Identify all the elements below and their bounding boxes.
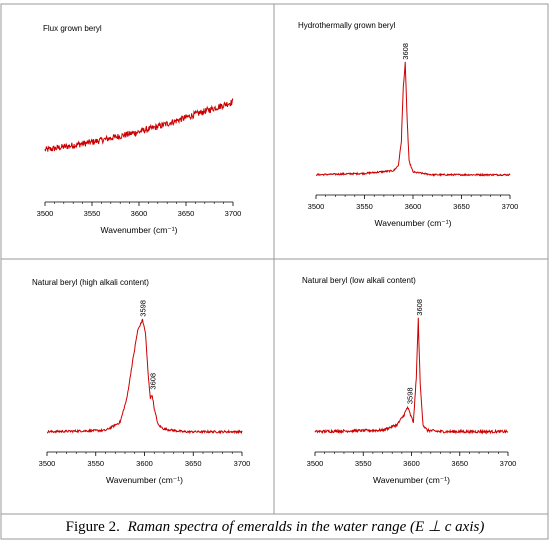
x-axis-label: Wavenumber (cm⁻¹)	[101, 225, 178, 235]
x-tick-label: 3600	[136, 459, 153, 468]
x-tick-label: 3550	[84, 209, 101, 218]
caption-label: Figure 2.	[66, 519, 120, 535]
x-tick-label: 3500	[37, 209, 54, 218]
peak-label: 3608	[415, 299, 424, 316]
x-tick-label: 3600	[131, 209, 148, 218]
x-tick-label: 3550	[356, 202, 373, 211]
x-tick-label: 3600	[405, 202, 422, 211]
x-axis-label: Wavenumber (cm⁻¹)	[375, 218, 452, 228]
panel-hydrothermal: Hydrothermally grown beryl 3500 3550 3600 36…	[298, 21, 518, 228]
peak-label: 3598	[406, 387, 415, 404]
panel-title: Flux grown beryl	[43, 24, 102, 33]
panel-title: Natural beryl (high alkali content)	[32, 278, 149, 287]
peak-label: 3608	[401, 43, 410, 60]
x-axis-label: Wavenumber (cm⁻¹)	[106, 475, 183, 485]
x-tick-label: 3650	[453, 202, 470, 211]
x-tick-label: 3500	[307, 459, 324, 468]
peak-label: 3608	[148, 373, 157, 390]
x-tick-label: 3700	[234, 459, 251, 468]
x-tick-label: 3700	[502, 202, 519, 211]
x-tick-label: 3650	[451, 459, 468, 468]
figure-caption: Figure 2. Raman spectra of emeralds in t…	[66, 519, 485, 535]
spectrum-line	[44, 97, 234, 152]
panel-natural-low-alkali: Natural beryl (low alkali content) 3500 35…	[302, 276, 516, 485]
x-tick-label: 3700	[225, 209, 242, 218]
peak-label: 3598	[139, 300, 148, 317]
spectrum-line	[314, 317, 509, 435]
spectrum-line	[315, 61, 511, 177]
x-tick-label: 3600	[403, 459, 420, 468]
x-tick-label: 3550	[355, 459, 372, 468]
x-axis-label: Wavenumber (cm⁻¹)	[373, 475, 450, 485]
x-tick-label: 3500	[39, 459, 56, 468]
x-tick-label: 3700	[500, 459, 517, 468]
x-tick-label: 3550	[87, 459, 104, 468]
caption-text: Raman spectra of emeralds in the water r…	[127, 519, 485, 535]
caption-frame	[0, 513, 549, 540]
spectrum-line	[46, 318, 243, 435]
x-tick-label: 3500	[308, 202, 325, 211]
panel-title: Hydrothermally grown beryl	[298, 21, 396, 30]
panel-flux: Flux grown beryl 3500 3550 3600 3650 3700 Wave…	[37, 24, 242, 235]
panel-title: Natural beryl (low alkali content)	[302, 276, 416, 285]
panel-natural-high-alkali: Natural beryl (high alkali content) 3500 3…	[32, 278, 250, 485]
x-tick-label: 3650	[185, 459, 202, 468]
x-tick-label: 3650	[178, 209, 195, 218]
